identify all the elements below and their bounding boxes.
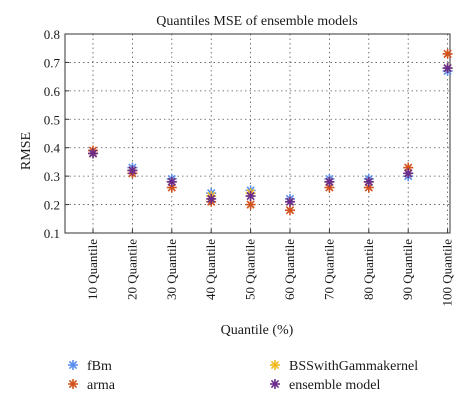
y-tick-label: 0.2: [44, 198, 60, 213]
x-axis-ticks: 10 Quantile 20 Quantile 30 Quantile 40 Quan…: [85, 229, 455, 307]
x-tick-label: 40 Quantile: [203, 239, 218, 300]
data-point: [245, 199, 256, 210]
grid-lines: [65, 33, 450, 234]
y-tick-label: 0.7: [44, 55, 61, 70]
y-tick-label: 0.6: [44, 84, 61, 99]
legend-marker: [270, 360, 280, 370]
data-point: [285, 196, 295, 207]
plot-frame: [64, 33, 451, 234]
data-point: [206, 193, 217, 204]
x-axis-label: Quantile (%): [221, 323, 294, 338]
legend-marker: [68, 360, 78, 370]
legend-marker: [68, 379, 78, 389]
data-point: [245, 191, 256, 202]
data-point: [442, 63, 453, 74]
y-tick-label: 0.3: [44, 169, 60, 184]
x-tick-label: 60 Quantile: [282, 239, 297, 300]
y-tick-label: 0.1: [44, 226, 60, 241]
data-points: [88, 48, 453, 216]
y-tick-label: 0.4: [44, 141, 61, 156]
data-point: [442, 48, 453, 59]
data-point: [285, 205, 295, 216]
chart-title: Quantiles MSE of ensemble models: [156, 14, 357, 29]
data-point: [127, 165, 138, 176]
y-axis-label: RMSE: [19, 132, 34, 170]
x-tick-label: 50 Quantile: [243, 239, 258, 300]
y-axis-ticks: 0.1 0.2 0.3 0.4 0.5 0.6 0.7 0.8: [44, 27, 69, 241]
data-point: [403, 168, 414, 179]
legend-label: fBm: [87, 359, 112, 374]
x-tick-label: 30 Quantile: [164, 239, 179, 300]
data-point: [363, 176, 374, 187]
data-point: [88, 148, 98, 159]
x-tick-label: 20 Quantile: [124, 239, 139, 300]
legend-label: BSSwithGammakernel: [289, 359, 418, 374]
legend-label: arma: [87, 378, 116, 393]
x-tick-label: 10 Quantile: [85, 239, 100, 300]
legend: fBm arma BSSwithGammakernel ensemble model: [68, 359, 418, 393]
x-tick-label: 80 Quantile: [361, 239, 376, 300]
y-tick-label: 0.5: [44, 112, 60, 127]
x-tick-label: 100 Quantile: [440, 239, 455, 307]
data-point: [324, 176, 335, 187]
legend-marker: [270, 379, 280, 389]
x-tick-label: 90 Quantile: [400, 239, 415, 300]
data-point: [166, 176, 177, 187]
x-tick-label: 70 Quantile: [321, 239, 336, 300]
y-tick-label: 0.8: [44, 27, 60, 42]
legend-label: ensemble model: [289, 378, 380, 393]
